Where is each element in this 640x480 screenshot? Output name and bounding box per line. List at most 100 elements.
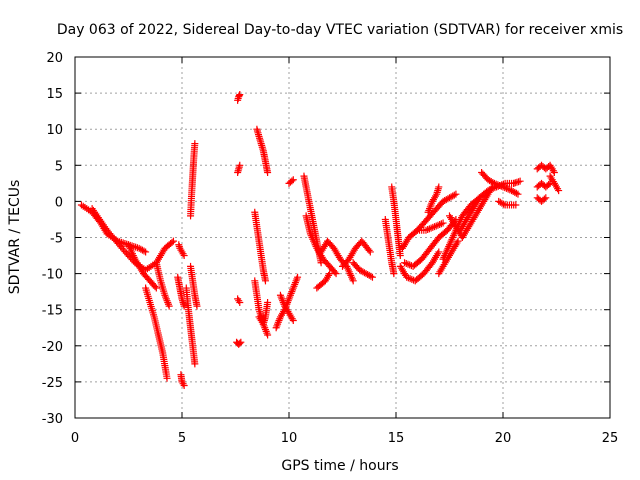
data-point: [289, 317, 297, 325]
data-point: [437, 220, 445, 228]
data-point: [542, 194, 550, 202]
y-tick-label: 5: [55, 159, 63, 174]
data-point: [431, 223, 439, 231]
data-point: [367, 272, 375, 280]
y-tick-label: 0: [55, 195, 63, 210]
x-tick-label: 10: [281, 431, 298, 446]
data-point: [401, 259, 409, 267]
y-axis-label: SDTVAR / TECUs: [7, 180, 23, 295]
data-point: [504, 185, 512, 193]
plot-frame: [74, 56, 611, 419]
data-point: [236, 161, 244, 169]
data-point: [235, 297, 243, 305]
x-tick-label: 25: [602, 431, 619, 446]
data-point: [436, 221, 444, 229]
data-point: [390, 270, 398, 278]
series-arc-02: [88, 205, 177, 274]
series-arc-41: [495, 197, 520, 209]
series-arc-09: [182, 284, 199, 368]
series-arc-17: [251, 208, 269, 285]
data-point: [165, 302, 173, 310]
data-point: [366, 248, 374, 256]
series-arc-12: [234, 91, 244, 104]
data-point: [496, 182, 504, 190]
data-point: [452, 190, 460, 198]
data-point: [550, 169, 558, 177]
data-point: [152, 284, 160, 292]
data-point: [422, 226, 430, 234]
data-point: [435, 248, 443, 256]
x-tick-label: 5: [178, 431, 186, 446]
series-arc-21: [276, 291, 297, 325]
data-point: [402, 259, 410, 267]
data-point: [236, 91, 244, 99]
data-point: [497, 182, 505, 190]
data-point: [180, 382, 188, 390]
y-tick-label: -20: [42, 340, 63, 355]
series-arc-06: [175, 241, 188, 260]
data-point: [516, 177, 524, 185]
data-point: [261, 277, 269, 285]
data-point: [191, 360, 199, 368]
data-point: [264, 331, 272, 339]
x-tick-label: 15: [388, 431, 405, 446]
data-point: [434, 221, 442, 229]
y-tick-label: 10: [46, 123, 63, 138]
data-point: [163, 374, 171, 382]
series-arc-14: [234, 295, 244, 306]
data-point: [180, 252, 188, 260]
series-arc-46: [546, 172, 563, 195]
series-arc-27: [339, 237, 374, 270]
data-point: [512, 201, 520, 209]
data-point: [450, 191, 458, 199]
data-point: [289, 176, 297, 184]
y-tick-label: -15: [42, 304, 63, 319]
y-tick-label: 20: [46, 51, 63, 66]
data-point: [404, 260, 412, 268]
data-point: [498, 199, 506, 207]
data-point: [514, 190, 522, 198]
data-point: [140, 247, 148, 255]
data-point: [331, 268, 339, 276]
data-point: [368, 273, 376, 281]
series-arc-31: [396, 248, 443, 285]
data-point: [406, 275, 414, 283]
series-arc-04: [142, 284, 171, 382]
data-point: [486, 186, 494, 194]
data-point: [425, 225, 433, 233]
series-arc-07: [177, 371, 188, 390]
series-arc-38: [446, 183, 496, 241]
data-point: [555, 187, 563, 195]
data-point: [489, 184, 497, 192]
data-point: [396, 252, 404, 260]
data-point: [180, 302, 188, 310]
data-point: [429, 223, 437, 231]
data-point: [151, 283, 159, 291]
data-point: [502, 184, 510, 192]
chart-title: Day 063 of 2022, Sidereal Day-to-day VTE…: [57, 22, 623, 38]
series-arc-24: [302, 212, 340, 278]
series-arc-43: [533, 161, 558, 177]
data-point: [499, 183, 507, 191]
x-axis-label: GPS time / hours: [281, 458, 398, 474]
data-points: [77, 91, 563, 390]
data-point: [489, 178, 497, 186]
y-tick-label: -25: [42, 376, 63, 391]
data-point: [492, 180, 500, 188]
data-point: [288, 177, 296, 185]
series-arc-29: [381, 215, 398, 278]
data-point: [484, 187, 492, 195]
data-point: [512, 189, 520, 197]
data-point: [540, 195, 548, 203]
data-point: [349, 277, 357, 285]
data-point: [403, 273, 411, 281]
data-point: [432, 222, 440, 230]
series-arc-03: [125, 241, 160, 292]
series-arc-30: [388, 183, 404, 260]
series-arc-01: [77, 201, 150, 256]
series-arc-40: [478, 169, 522, 198]
data-point: [454, 237, 462, 245]
y-tick-label: -10: [42, 268, 63, 283]
data-point: [487, 185, 495, 193]
